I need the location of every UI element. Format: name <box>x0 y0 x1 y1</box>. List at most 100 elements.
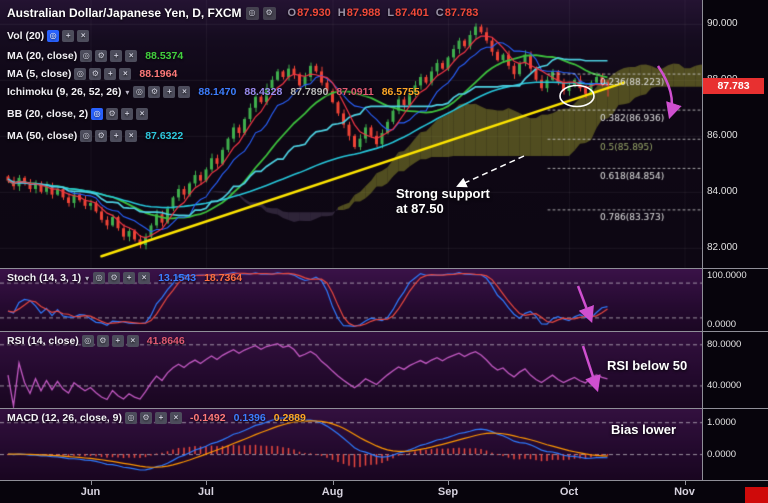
gear-icon[interactable]: ⚙ <box>95 130 108 142</box>
eye-icon[interactable]: ◎ <box>80 50 93 62</box>
indicator-label: Vol (20) <box>7 30 45 42</box>
close-icon[interactable]: × <box>136 108 149 120</box>
high-label: H <box>337 7 346 19</box>
tenkan-value: 88.1470 <box>198 86 237 98</box>
price-panel[interactable]: Australian Dollar/Japanese Yen, D, FXCM … <box>0 0 702 268</box>
chevron-down-icon[interactable]: ▾ <box>125 87 130 97</box>
rsi-axis-bottom-label: 40.0000 <box>707 380 742 391</box>
indicator-label: BB (20, close, 2) <box>7 108 89 120</box>
time-axis-tick <box>448 481 449 485</box>
low-value: 87.401 <box>395 7 429 19</box>
support-annotation-line1: Strong support <box>396 186 490 201</box>
price-axis[interactable]: 87.783 100.0000 0.0000 80.0000 40.0000 1… <box>702 0 768 503</box>
close-icon[interactable]: × <box>138 272 151 284</box>
eye-icon[interactable]: ◎ <box>93 272 106 284</box>
plus-icon[interactable]: + <box>110 130 123 142</box>
close-icon[interactable]: × <box>126 335 139 347</box>
panel-separator[interactable] <box>0 480 768 481</box>
legend-row-ma50[interactable]: MA (50, close) ◎ ⚙ + × 87.6322 <box>7 130 183 142</box>
kijun-value: 88.4328 <box>244 86 283 98</box>
rsi-panel[interactable]: RSI (14, close) ◎ ⚙ + × 41.8646 <box>0 332 702 408</box>
indicator-label: RSI (14, close) <box>7 335 79 347</box>
macd-hist-value: -0.1492 <box>189 412 226 424</box>
price-tick-label: 84.000 <box>707 185 738 197</box>
macd-panel[interactable]: MACD (12, 26, close, 9) ◎ ⚙ + × -0.1492 … <box>0 409 702 480</box>
panel-separator[interactable] <box>0 268 768 269</box>
eye-icon[interactable]: ◎ <box>124 412 137 424</box>
gear-icon[interactable]: ⚙ <box>95 50 108 62</box>
gear-icon[interactable]: ⚙ <box>139 412 152 424</box>
price-tick-label: 82.000 <box>707 241 738 253</box>
axis-border <box>702 0 703 480</box>
indicator-value: 88.5374 <box>145 50 184 62</box>
corner-logo-badge <box>745 487 768 503</box>
indicator-label: MA (50, close) <box>7 130 78 142</box>
ohlc-readout: O87.930 H87.988 L87.401 C87.783 <box>288 7 479 19</box>
gear-icon[interactable]: ⚙ <box>96 335 109 347</box>
time-axis-tick <box>332 481 334 485</box>
close-icon[interactable]: × <box>125 50 138 62</box>
time-axis-label: Oct <box>559 486 579 498</box>
legend-row-ma20[interactable]: MA (20, close) ◎ ⚙ + × 88.5374 <box>7 50 183 62</box>
stoch-panel[interactable]: Stoch (14, 3, 1) ▾ ◎ ⚙ + × 13.1543 18.73… <box>0 269 702 331</box>
plus-icon[interactable]: + <box>121 108 134 120</box>
time-axis-label: Jun <box>80 486 101 498</box>
eye-icon[interactable]: ◎ <box>133 86 146 98</box>
price-tick-label: 90.000 <box>707 17 738 29</box>
senkou-a-value: 87.0911 <box>336 86 374 98</box>
time-axis-label: Jul <box>198 486 214 498</box>
chevron-down-icon[interactable]: ▾ <box>85 273 90 283</box>
macd-axis-bottom-label: 0.0000 <box>707 449 737 460</box>
eye-icon[interactable]: ◎ <box>74 68 87 80</box>
chikou-value: 87.7890 <box>290 86 329 98</box>
time-axis[interactable]: Jun Jul Aug Sep Oct Nov <box>0 481 702 503</box>
plus-icon[interactable]: + <box>111 335 124 347</box>
eye-icon[interactable]: ◎ <box>81 335 94 347</box>
price-tick-label: 86.000 <box>707 129 738 141</box>
panel-separator[interactable] <box>0 408 768 409</box>
plus-icon[interactable]: + <box>62 30 75 42</box>
time-axis-tick <box>206 481 207 485</box>
macd-annotation: Bias lower <box>611 422 677 437</box>
gear-icon[interactable]: ⚙ <box>108 272 121 284</box>
macd-line-value: 0.1396 <box>233 412 266 424</box>
stoch-legend[interactable]: Stoch (14, 3, 1) ▾ ◎ ⚙ + × 13.1543 18.73… <box>7 272 242 284</box>
plus-icon[interactable]: + <box>123 272 136 284</box>
gear-icon[interactable]: ⚙ <box>262 6 276 20</box>
rsi-legend[interactable]: RSI (14, close) ◎ ⚙ + × 41.8646 <box>7 335 185 347</box>
eye-icon[interactable]: ◎ <box>245 6 259 20</box>
macd-signal-value: 0.2889 <box>273 412 306 424</box>
plus-icon[interactable]: + <box>154 412 167 424</box>
legend-row-ichimoku[interactable]: Ichimoku (9, 26, 52, 26) ▾ ◎ ⚙ + × 88.14… <box>7 86 420 98</box>
visibility-icon[interactable]: ◎ <box>47 30 60 42</box>
indicator-label: MACD (12, 26, close, 9) <box>7 412 122 424</box>
legend-row-bb[interactable]: BB (20, close, 2) ◎ ⚙ + × <box>7 108 149 120</box>
macd-legend[interactable]: MACD (12, 26, close, 9) ◎ ⚙ + × -0.1492 … <box>7 412 306 424</box>
gear-icon[interactable]: ⚙ <box>89 68 102 80</box>
legend-row-volume[interactable]: Vol (20) ◎ + × <box>7 30 90 42</box>
rsi-value: 41.8646 <box>146 335 185 347</box>
time-axis-label: Nov <box>674 486 695 498</box>
gear-icon[interactable]: ⚙ <box>148 86 161 98</box>
support-annotation: Strong support at 87.50 <box>396 186 490 216</box>
legend-row-ma5[interactable]: MA (5, close) ◎ ⚙ + × 88.1964 <box>7 68 177 80</box>
close-icon[interactable]: × <box>178 86 191 98</box>
plus-icon[interactable]: + <box>110 50 123 62</box>
plus-icon[interactable]: + <box>163 86 176 98</box>
close-icon[interactable]: × <box>125 130 138 142</box>
stoch-axis-top-label: 100.0000 <box>707 270 747 281</box>
eye-icon[interactable]: ◎ <box>80 130 93 142</box>
time-axis-label: Aug <box>321 486 344 498</box>
visibility-icon[interactable]: ◎ <box>91 108 104 120</box>
close-icon[interactable]: × <box>77 30 90 42</box>
close-icon[interactable]: × <box>119 68 132 80</box>
last-price-tag: 87.783 <box>703 77 764 94</box>
indicator-value: 88.1964 <box>139 68 178 80</box>
gear-icon[interactable]: ⚙ <box>106 108 119 120</box>
close-icon[interactable]: × <box>169 412 182 424</box>
macd-canvas[interactable] <box>0 409 702 480</box>
plus-icon[interactable]: + <box>104 68 117 80</box>
panel-separator[interactable] <box>0 331 768 332</box>
indicator-label: Ichimoku (9, 26, 52, 26) <box>7 86 122 98</box>
